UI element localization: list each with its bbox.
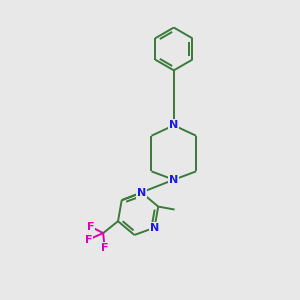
Text: N: N xyxy=(137,188,146,198)
Text: N: N xyxy=(150,223,159,233)
Text: N: N xyxy=(169,120,178,130)
Text: N: N xyxy=(169,175,178,185)
Text: F: F xyxy=(101,243,108,253)
Text: F: F xyxy=(87,222,94,232)
Text: F: F xyxy=(85,235,92,244)
